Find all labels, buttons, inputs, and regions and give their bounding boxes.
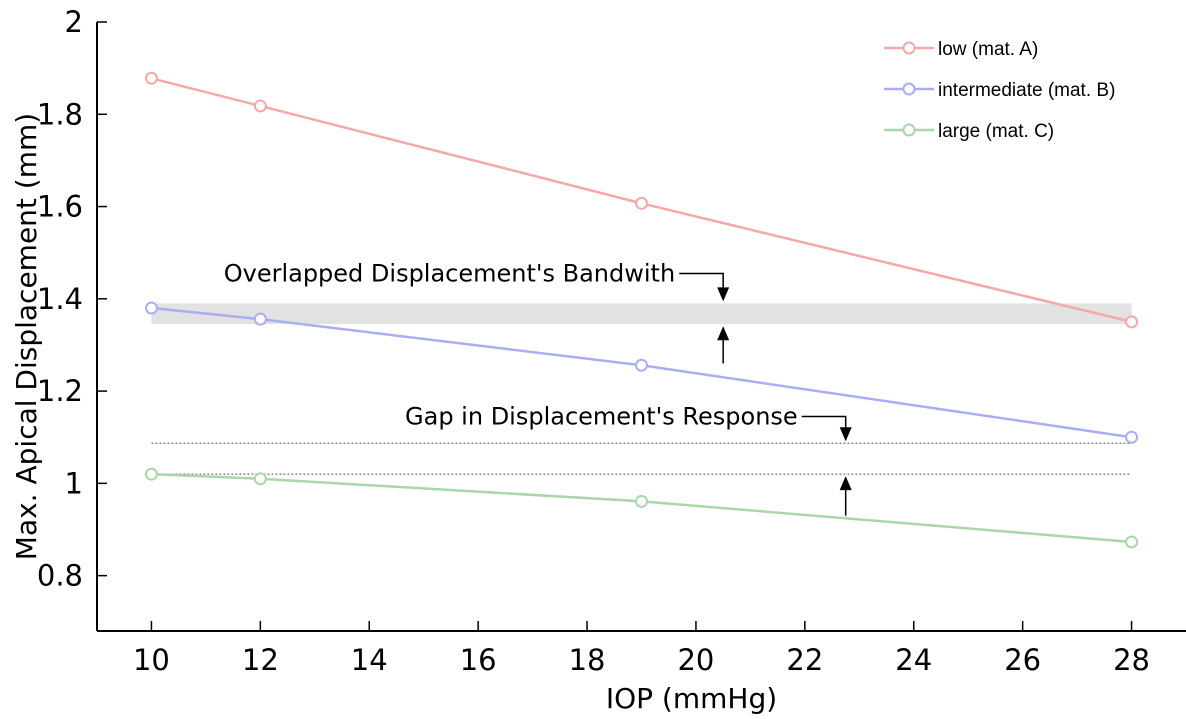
- annotation-label-1: Gap in Displacement's Response: [405, 402, 798, 430]
- x-tick-label: 26: [1004, 643, 1041, 677]
- legend-label-2: large (mat. C): [938, 121, 1054, 142]
- y-tick-label: 1.4: [37, 282, 83, 316]
- annotation-label-0: Overlapped Displacement's Bandwith: [224, 259, 675, 287]
- y-tick-label: 0.8: [37, 559, 83, 593]
- arrow-up-head: [717, 326, 730, 341]
- arrow-up-head: [839, 476, 852, 491]
- data-point: [144, 71, 158, 85]
- data-point: [635, 196, 648, 210]
- x-tick-label: 28: [1113, 643, 1150, 677]
- data-point: [635, 358, 648, 372]
- data-point: [144, 301, 158, 315]
- x-tick-label: 16: [460, 643, 497, 677]
- y-tick-label: 1: [65, 466, 83, 500]
- series-layer: [144, 71, 1139, 549]
- data-point: [1125, 315, 1139, 329]
- y-tick-label: 2: [65, 5, 83, 39]
- x-tick-label: 12: [242, 643, 279, 677]
- legend-marker-2: [902, 123, 916, 137]
- x-tick-label: 24: [895, 643, 932, 677]
- data-point: [635, 494, 648, 508]
- legend-marker-1: [902, 82, 916, 96]
- data-point: [253, 312, 267, 326]
- y-tick-label: 1.2: [37, 374, 83, 408]
- legend: low (mat. A) intermediate (mat. B) large (…: [884, 39, 1115, 142]
- legend-marker-0: [902, 41, 916, 55]
- series-line-2: [151, 472, 1132, 544]
- annotation-leader-0: [679, 272, 724, 300]
- x-tick-label: 10: [133, 643, 170, 677]
- legend-label-0: low (mat. A): [938, 39, 1038, 60]
- x-tick-label: 20: [677, 643, 714, 677]
- arrow-down-head: [717, 287, 730, 302]
- arrow-down-head: [839, 427, 852, 442]
- y-axis-title: Max. Apical Displacement (mm): [10, 113, 43, 560]
- data-point: [144, 467, 158, 481]
- axes: 0.8 1 1.2 1.4 1.6 1.8 2 10 12 14 16 18 20 22 24 26 28: [37, 5, 1186, 677]
- data-point: [253, 472, 267, 486]
- annotation-leader-1: [801, 415, 847, 440]
- data-point: [253, 99, 267, 113]
- y-tick-label: 1.6: [37, 190, 83, 224]
- x-axis-title: IOP (mmHg): [606, 682, 777, 715]
- annotations: Overlapped Displacement's Bandwith Gap in…: [224, 259, 852, 516]
- x-tick-label: 14: [351, 643, 388, 677]
- legend-label-1: intermediate (mat. B): [938, 80, 1115, 101]
- y-tick-label: 1.8: [37, 97, 83, 131]
- data-point: [1125, 535, 1139, 549]
- reference-lines: [151, 442, 1132, 475]
- series-line-1: [151, 306, 1132, 439]
- series-line-0: [151, 77, 1132, 324]
- overlap-band-0: [151, 303, 1132, 325]
- band-layer: [151, 303, 1132, 325]
- data-point: [1125, 430, 1139, 444]
- x-tick-label: 18: [569, 643, 606, 677]
- x-tick-label: 22: [786, 643, 823, 677]
